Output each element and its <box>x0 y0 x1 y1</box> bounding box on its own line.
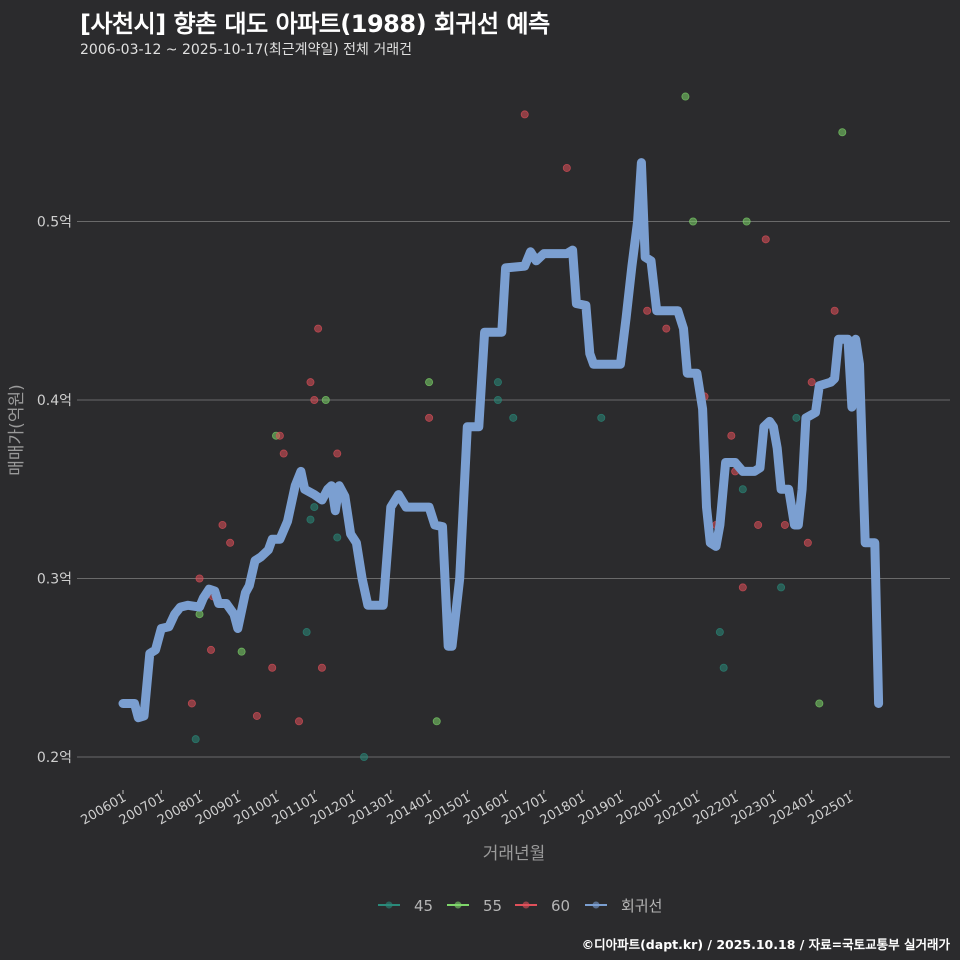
scatter-point-60 <box>761 235 770 244</box>
legend-item-2: 55 <box>447 897 502 915</box>
legend: 45 55 60 회귀선 <box>378 897 662 915</box>
scatter-point-55 <box>838 128 847 137</box>
y-tick-label: 0.2억 <box>37 750 72 766</box>
scatter-points <box>187 92 847 762</box>
y-tick-label: 0.3억 <box>37 572 72 588</box>
grid-lines <box>77 221 950 758</box>
legend-swatch-dot <box>454 901 462 909</box>
scatter-point-45 <box>360 753 369 762</box>
scatter-point-60 <box>807 378 816 387</box>
y-tick-label: 0.4억 <box>37 393 72 409</box>
scatter-point-60 <box>803 538 812 547</box>
scatter-point-45 <box>493 395 502 404</box>
scatter-point-55 <box>432 717 441 726</box>
scatter-point-45 <box>597 413 606 422</box>
scatter-point-60 <box>520 110 529 119</box>
scatter-point-45 <box>792 413 801 422</box>
scatter-point-60 <box>754 520 763 529</box>
scatter-point-60 <box>830 306 839 315</box>
scatter-point-55 <box>681 92 690 101</box>
scatter-point-60 <box>268 663 277 672</box>
scatter-point-55 <box>689 217 698 226</box>
scatter-point-60 <box>425 413 434 422</box>
legend-label: 55 <box>483 897 502 915</box>
scatter-point-45 <box>333 533 342 542</box>
scatter-point-55 <box>742 217 751 226</box>
scatter-point-45 <box>191 735 200 744</box>
scatter-point-45 <box>306 515 315 524</box>
scatter-point-60 <box>195 574 204 583</box>
y-axis-ticks: 0.2억 0.3억 0.4억 0.5억 <box>37 215 72 767</box>
scatter-point-45 <box>738 485 747 494</box>
legend-item-1: 45 <box>378 897 433 915</box>
scatter-point-45 <box>509 413 518 422</box>
legend-swatch-dot <box>522 901 530 909</box>
y-axis-title: 매매가(억원) <box>7 384 27 475</box>
scatter-point-55 <box>425 378 434 387</box>
x-axis-ticks: 2006012007012008012009012010012011012012… <box>79 790 856 828</box>
scatter-point-60 <box>562 163 571 172</box>
scatter-point-55 <box>321 395 330 404</box>
scatter-point-60 <box>275 431 284 440</box>
scatter-point-45 <box>310 503 319 512</box>
scatter-point-60 <box>218 520 227 529</box>
scatter-point-60 <box>187 699 196 708</box>
y-tick-label: 0.5억 <box>37 215 72 231</box>
scatter-point-60 <box>226 538 235 547</box>
scatter-point-60 <box>294 717 303 726</box>
legend-label: 60 <box>551 897 570 915</box>
chart-subtitle: 2006-03-12 ~ 2025-10-17(최근계약일) 전체 거래건 <box>80 42 412 58</box>
scatter-point-60 <box>310 395 319 404</box>
scatter-point-60 <box>317 663 326 672</box>
scatter-point-45 <box>719 663 728 672</box>
scatter-point-45 <box>493 378 502 387</box>
scatter-point-45 <box>777 583 786 592</box>
legend-swatch-dot <box>592 901 600 909</box>
scatter-point-60 <box>333 449 342 458</box>
legend-label: 회귀선 <box>621 897 662 915</box>
scatter-point-60 <box>662 324 671 333</box>
legend-item-4: 회귀선 <box>585 897 662 915</box>
legend-item-3: 60 <box>515 897 570 915</box>
scatter-point-60 <box>279 449 288 458</box>
scatter-point-60 <box>306 378 315 387</box>
scatter-point-60 <box>314 324 323 333</box>
scatter-point-45 <box>715 628 724 637</box>
source-caption: ©디아파트(dapt.kr) / 2025.10.18 / 자료=국토교통부 실… <box>581 937 950 952</box>
x-axis-title: 거래년월 <box>483 844 546 864</box>
scatter-point-60 <box>643 306 652 315</box>
scatter-point-60 <box>738 583 747 592</box>
scatter-point-55 <box>815 699 824 708</box>
legend-label: 45 <box>414 897 433 915</box>
scatter-point-60 <box>780 520 789 529</box>
scatter-point-60 <box>206 645 215 654</box>
scatter-point-55 <box>237 647 246 656</box>
scatter-point-60 <box>252 711 261 720</box>
chart-title: [사천시] 향촌 대도 아파트(1988) 회귀선 예측 <box>80 10 550 38</box>
scatter-point-60 <box>727 431 736 440</box>
scatter-point-45 <box>302 628 311 637</box>
regression-line <box>118 158 884 723</box>
legend-swatch-dot <box>385 901 393 909</box>
scatter-point-55 <box>195 610 204 619</box>
